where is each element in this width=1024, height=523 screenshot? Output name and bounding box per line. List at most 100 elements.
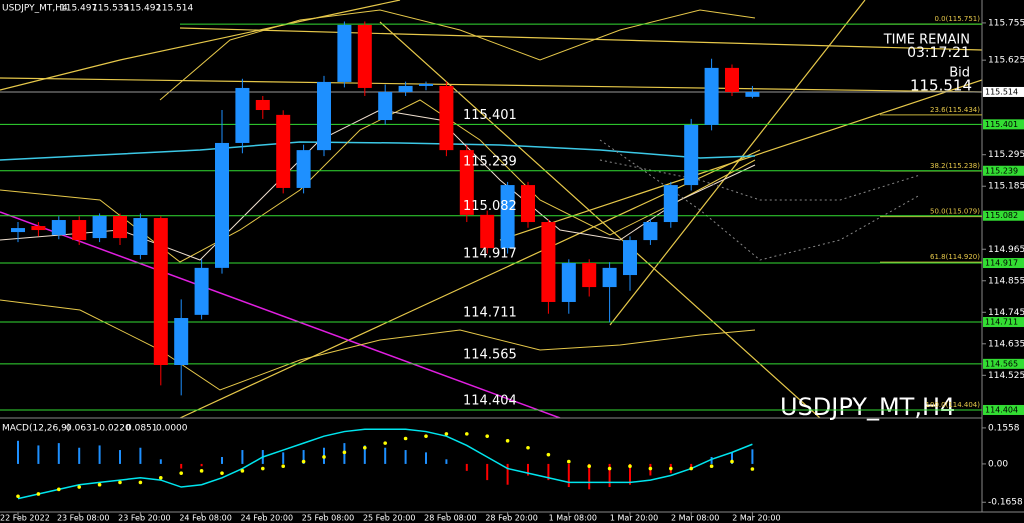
trend-line <box>0 211 561 418</box>
signal-dot <box>36 492 41 496</box>
signal-dot <box>179 471 183 475</box>
fib-label: 38.2(115.238) <box>930 162 980 170</box>
candle-body <box>215 142 229 268</box>
signal-dot <box>363 445 367 450</box>
signal-dot <box>159 475 163 480</box>
signal-dot <box>709 464 714 469</box>
x-tick-label: 2 Mar 20:00 <box>732 514 780 523</box>
fast-ma <box>0 109 756 261</box>
ichimoku-cloud <box>599 159 921 201</box>
candle-body <box>643 222 658 241</box>
y-tick-label: 115.625 <box>988 56 1024 66</box>
y-tick-label: 0.00 <box>988 459 1008 469</box>
signal-dot <box>546 452 551 457</box>
bollinger-low <box>0 299 756 391</box>
x-tick-label: 22 Feb 2022 <box>0 514 50 523</box>
trend-line <box>179 27 982 51</box>
signal-dot <box>261 466 265 471</box>
candle-body <box>602 267 617 288</box>
candle-body <box>745 91 760 97</box>
signal-dot <box>526 445 530 450</box>
candle-body <box>72 220 87 241</box>
timer: 03:17:21 <box>907 45 970 61</box>
y-tick-label: 115.185 <box>988 182 1024 192</box>
candle-body <box>623 240 637 276</box>
candle-body <box>235 87 250 143</box>
signal-dot <box>424 434 428 438</box>
bid-label: Bid <box>949 66 970 81</box>
fib-label: 50.0(115.079) <box>930 208 980 216</box>
signal-dot <box>444 432 449 436</box>
candle-body <box>378 91 393 121</box>
candle-body <box>459 150 474 215</box>
level-label: 114.565 <box>463 347 517 362</box>
candle-body <box>357 24 372 88</box>
bid-price-label: 115.514 <box>985 87 1018 96</box>
signal-dot <box>138 480 143 485</box>
level-price-label: 114.917 <box>985 259 1018 268</box>
level-label: 114.711 <box>463 306 517 321</box>
signal-dot <box>628 464 632 469</box>
price-plot <box>0 21 982 411</box>
trend-line <box>0 0 401 91</box>
signal-dot <box>240 469 245 473</box>
level-price-box <box>983 404 1024 415</box>
y-tick-label: 114.745 <box>988 308 1024 318</box>
signal-dot <box>199 469 204 473</box>
candle-body <box>541 222 556 302</box>
candle-body <box>11 228 25 233</box>
signal-dot <box>505 439 510 443</box>
candle-body <box>582 263 597 288</box>
macd-readout: 0.0000 <box>156 424 188 434</box>
signal-dot <box>383 441 388 445</box>
symbol-header: USDJPY_MT,H4 <box>2 4 68 14</box>
ohlc-high: 115.535 <box>92 4 129 14</box>
y-tick-label: -0.1658 <box>988 498 1023 508</box>
candle-body <box>194 267 209 315</box>
y-tick-label: 115.295 <box>988 150 1024 160</box>
timer-label: TIME REMAIN <box>883 33 970 48</box>
candle-body <box>521 185 535 223</box>
fib-label: 0.0(115.751) <box>934 15 980 23</box>
trend-line <box>179 149 761 418</box>
candle-body <box>92 216 107 239</box>
signal-dot <box>567 459 571 464</box>
level-price-box <box>983 358 1024 369</box>
x-tick-label: 24 Feb 20:00 <box>241 514 293 523</box>
level-price-label: 114.565 <box>985 359 1018 368</box>
candle-body <box>725 67 739 92</box>
y-tick-label: 114.635 <box>988 339 1024 349</box>
x-tick-label: 23 Feb 08:00 <box>57 514 109 523</box>
signal-dot <box>118 480 122 485</box>
candle-body <box>133 218 148 255</box>
level-price-label: 115.401 <box>985 120 1018 129</box>
signal-dot <box>220 471 224 475</box>
signal-dot <box>57 487 61 492</box>
macd-readout: 0.0851 <box>126 424 158 434</box>
ohlc-open: 115.497 <box>60 4 97 14</box>
ohlc-close: 115.514 <box>156 4 193 14</box>
signal-dot <box>342 450 347 455</box>
level-price-box <box>983 317 1024 328</box>
y-tick-label: 114.965 <box>988 245 1024 255</box>
level-price-label: 115.082 <box>985 211 1018 220</box>
x-tick-label: 23 Feb 20:00 <box>118 514 170 523</box>
level-price-box <box>983 119 1024 130</box>
signal-dot <box>587 464 591 469</box>
trend-line <box>499 79 982 241</box>
signal-dot <box>607 466 612 471</box>
level-price-box <box>983 210 1024 221</box>
macd-readout: -0.0220 <box>96 424 131 434</box>
level-price-label: 114.711 <box>985 318 1018 327</box>
signal-dot <box>97 482 102 487</box>
bollinger-up <box>159 9 756 101</box>
candle-body <box>337 24 352 82</box>
signal-dot <box>16 494 20 499</box>
candle-body <box>31 226 46 231</box>
macd-line <box>17 428 753 500</box>
x-tick-label: 24 Feb 08:00 <box>179 514 231 523</box>
candle-body <box>276 114 291 188</box>
level-label: 114.404 <box>463 393 517 408</box>
